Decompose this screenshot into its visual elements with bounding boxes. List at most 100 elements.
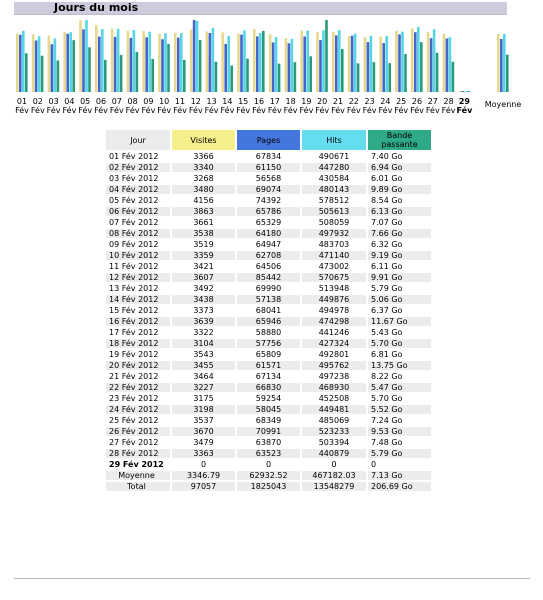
tick-label-month: Fév xyxy=(205,105,219,115)
bar-bandwidth xyxy=(135,51,139,92)
cell-pages: 70991 xyxy=(237,427,300,436)
cell-hits: 480143 xyxy=(302,185,366,194)
cell-visites: 3661 xyxy=(193,218,214,227)
cell-hits: 505613 xyxy=(302,207,366,216)
cell-visites: 3438 xyxy=(172,295,235,304)
table-row: 15 Fév 2012 3373 68041 494978 6.37 Go xyxy=(106,306,431,315)
cell-visites: 3543 xyxy=(193,350,214,359)
cell-hits: 570675 xyxy=(302,273,366,282)
cell-bandwidth: 7.24 Go xyxy=(371,416,403,425)
cell-day: 29 Fév 2012 xyxy=(109,460,164,469)
bar-hits xyxy=(211,28,215,92)
tick-label-day: 20 xyxy=(317,97,327,106)
cell-pages: 56568 xyxy=(255,174,282,183)
table-row: 11 Fév 2012 3421 64506 473002 6.11 Go xyxy=(106,262,431,271)
cell-day: 04 Fév 2012 xyxy=(106,185,170,194)
cell-pages: 74392 xyxy=(255,196,282,205)
tick-label-month: Fév xyxy=(378,105,392,115)
tick-label-day: 11 xyxy=(175,97,185,106)
cell-hits: 494978 xyxy=(318,306,350,315)
bar-pages xyxy=(161,39,164,92)
cell-bandwidth: 6.32 Go xyxy=(371,240,403,249)
cell-visites: 3455 xyxy=(172,361,235,370)
cell-visites: 3639 xyxy=(172,317,235,326)
table-row: 03 Fév 2012 3268 56568 430584 6.01 Go xyxy=(106,174,431,183)
cell-bandwidth: 7.13 Go xyxy=(368,471,431,480)
bar-bandwidth xyxy=(88,47,91,92)
tick-label-day: 22 xyxy=(349,97,359,106)
bar-bandwidth xyxy=(309,56,312,92)
bar-hits xyxy=(306,30,309,92)
bar-bandwidth xyxy=(451,61,455,92)
bar-pages xyxy=(429,38,433,92)
bar-hits xyxy=(385,36,388,92)
bar-visites xyxy=(332,32,335,92)
bar-bandwidth xyxy=(56,60,60,92)
table-row: 27 Fév 2012 3479 63870 503394 7.48 Go xyxy=(106,438,431,447)
cell-day: 25 Fév 2012 xyxy=(109,416,159,425)
bar-hits xyxy=(85,20,88,92)
cell-pages: 65786 xyxy=(237,207,300,216)
bar-pages xyxy=(82,29,85,92)
bar-visites xyxy=(395,30,398,92)
table-row: 09 Fév 2012 3519 64947 483703 6.32 Go xyxy=(106,240,431,249)
cell-visites: 3346.79 xyxy=(172,471,235,480)
cell-hits: 440879 xyxy=(302,449,366,458)
cell-visites: 3863 xyxy=(172,207,235,216)
cell-pages: 57138 xyxy=(237,295,300,304)
bar-bandwidth xyxy=(151,58,154,92)
cell-bandwidth: 5.79 Go xyxy=(371,284,403,293)
cell-day: 19 Fév 2012 xyxy=(109,350,159,359)
cell-pages: 58880 xyxy=(255,328,282,337)
table-row: 29 Fév 2012 0 0 0 0 xyxy=(106,460,431,469)
cell-visites: 3198 xyxy=(172,405,235,414)
cell-day: 26 Fév 2012 xyxy=(106,427,170,436)
cell-visites: 3363 xyxy=(172,449,235,458)
cell-bandwidth: 11.67 Go xyxy=(368,317,431,326)
cell-hits: 492801 xyxy=(318,350,350,359)
bar-visites xyxy=(284,38,288,92)
bar-pages xyxy=(335,35,338,92)
cell-day: 21 Fév 2012 xyxy=(109,372,159,381)
bar-bandwidth xyxy=(104,59,107,92)
cell-pages: 69074 xyxy=(237,185,300,194)
bar-pages xyxy=(34,40,38,92)
cell-label: Moyenne xyxy=(106,471,170,480)
bar-pages xyxy=(129,37,133,92)
tick-label-day: 17 xyxy=(270,97,280,106)
tick-label-month: Fév xyxy=(331,105,345,115)
section-title-bar: Jours du mois xyxy=(14,1,507,15)
tick-label-month: Fév xyxy=(442,105,456,115)
bar-hits xyxy=(274,37,278,92)
tick-label-day: 04 xyxy=(64,97,74,106)
table-row: 22 Fév 2012 3227 66830 468930 5.47 Go xyxy=(106,383,431,392)
bar-pages xyxy=(414,32,417,92)
bar-hits xyxy=(53,38,57,92)
bar-bandwidth-average xyxy=(506,54,509,92)
bar-visites xyxy=(31,34,35,92)
bar-hits xyxy=(290,38,294,92)
table-row: 19 Fév 2012 3543 65809 492801 6.81 Go xyxy=(106,350,431,359)
cell-bandwidth: 9.89 Go xyxy=(368,185,431,194)
bar-pages xyxy=(256,36,259,92)
cell-pages: 61150 xyxy=(237,163,300,172)
cell-pages: 63870 xyxy=(255,438,282,447)
bar-hits xyxy=(195,21,199,92)
bar-visites xyxy=(16,33,19,92)
tick-label-day: 09 xyxy=(143,97,153,106)
cell-hits: 441246 xyxy=(318,328,350,337)
cell-visites: 3104 xyxy=(172,339,235,348)
bar-bandwidth xyxy=(214,61,218,92)
cell-label: Total xyxy=(106,482,170,491)
cell-visites: 3479 xyxy=(193,438,214,447)
table-row: 14 Fév 2012 3438 57138 449876 5.06 Go xyxy=(106,295,431,304)
tick-label-day: 27 xyxy=(428,97,438,106)
tick-label-month: Fév xyxy=(252,105,266,115)
cell-pages: 63523 xyxy=(237,449,300,458)
cell-day: 24 Fév 2012 xyxy=(106,405,170,414)
table-row: 05 Fév 2012 4156 74392 578512 8.54 Go xyxy=(106,196,431,205)
table-row: 12 Fév 2012 3607 85442 570675 9.91 Go xyxy=(106,273,431,282)
bar-pages xyxy=(461,91,464,92)
table-row: 28 Fév 2012 3363 63523 440879 5.79 Go xyxy=(106,449,431,458)
tick-label-day: 18 xyxy=(286,97,296,106)
